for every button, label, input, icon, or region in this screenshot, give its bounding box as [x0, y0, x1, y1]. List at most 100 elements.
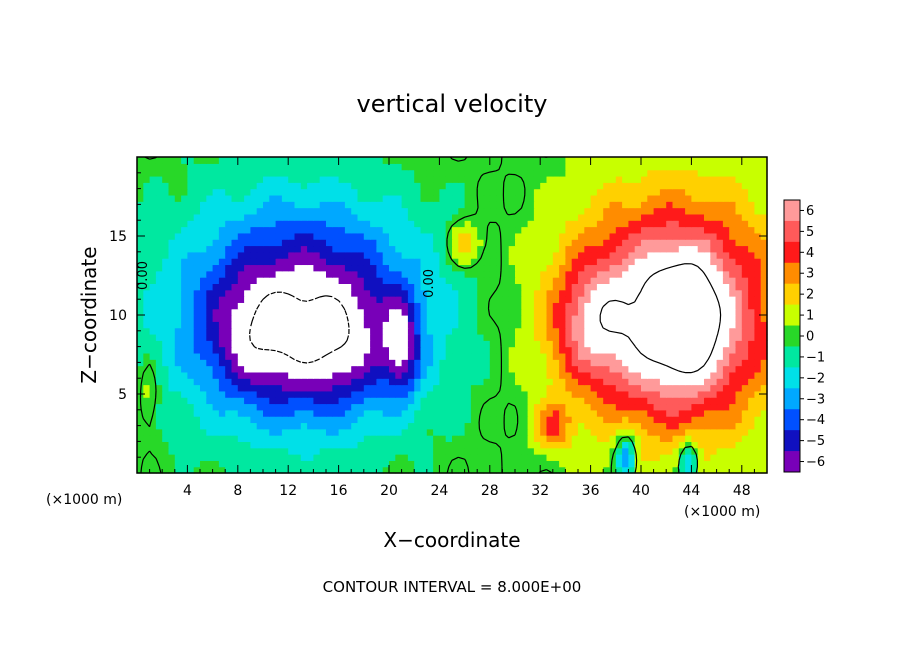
field-cell — [363, 270, 371, 278]
field-cell — [470, 220, 478, 228]
field-cell — [313, 302, 321, 310]
field-cell — [433, 409, 440, 417]
field-cell — [420, 169, 428, 177]
field-cell — [527, 371, 535, 379]
field-cell — [735, 409, 743, 417]
field-cell — [294, 416, 302, 424]
field-cell — [754, 378, 762, 386]
field-cell — [319, 397, 327, 405]
field-cell — [244, 270, 251, 278]
field-cell — [244, 296, 251, 303]
field-cell — [678, 403, 686, 411]
field-cell — [704, 232, 711, 240]
field-cell — [659, 378, 667, 386]
field-cell — [628, 201, 636, 209]
field-cell — [477, 346, 485, 354]
field-cell — [722, 226, 730, 234]
field-cell — [250, 213, 258, 221]
field-cell — [244, 365, 251, 373]
field-cell — [559, 213, 566, 221]
field-cell — [237, 283, 245, 291]
field-cell — [351, 277, 359, 284]
field-cell — [628, 390, 636, 398]
field-cell — [678, 340, 686, 348]
field-cell — [458, 352, 466, 360]
field-cell — [578, 441, 585, 449]
field-cell — [653, 397, 661, 405]
field-cell — [760, 327, 768, 335]
field-cell — [710, 283, 718, 291]
field-cell — [622, 327, 629, 335]
field-cell — [263, 359, 270, 367]
field-cell — [578, 296, 585, 303]
field-cell — [237, 169, 245, 177]
field-cell — [710, 441, 718, 449]
field-cell — [382, 321, 390, 329]
field-cell — [691, 371, 699, 379]
field-cell — [615, 378, 623, 386]
field-cell — [357, 201, 365, 209]
field-cell — [615, 169, 623, 177]
field-cell — [458, 251, 466, 259]
field-cell — [389, 390, 396, 398]
field-cell — [256, 245, 264, 253]
field-cell — [748, 277, 755, 284]
field-cell — [445, 409, 453, 417]
field-cell — [622, 175, 629, 183]
field-cell — [628, 365, 636, 373]
field-cell — [174, 365, 182, 373]
field-cell — [464, 283, 472, 291]
field-cell — [458, 441, 466, 449]
field-cell — [250, 239, 258, 247]
field-cell — [395, 359, 403, 367]
field-cell — [540, 333, 548, 341]
field-cell — [193, 416, 201, 424]
field-cell — [685, 454, 692, 461]
field-cell — [464, 182, 472, 190]
field-cell — [641, 302, 648, 310]
field-cell — [181, 435, 188, 442]
field-cell — [546, 378, 554, 386]
field-cell — [344, 352, 352, 360]
field-cell — [710, 308, 718, 316]
field-cell — [489, 378, 497, 386]
field-cell — [584, 409, 592, 417]
field-cell — [143, 188, 151, 196]
field-cell — [546, 188, 554, 196]
field-cell — [496, 157, 503, 164]
field-cell — [559, 371, 566, 379]
field-cell — [181, 466, 188, 474]
field-cell — [168, 390, 176, 398]
field-cell — [729, 384, 737, 392]
field-cell — [269, 397, 277, 405]
field-cell — [521, 346, 529, 354]
field-cell — [546, 403, 554, 411]
field-cell — [584, 460, 592, 468]
field-cell — [200, 182, 207, 190]
field-cell — [137, 409, 144, 417]
field-cell — [571, 352, 579, 360]
field-cell — [187, 207, 195, 215]
field-cell — [496, 182, 503, 190]
field-cell — [704, 258, 711, 266]
field-cell — [414, 359, 422, 367]
field-cell — [174, 321, 182, 329]
field-cell — [521, 340, 529, 348]
field-cell — [609, 315, 617, 322]
field-cell — [502, 283, 510, 291]
field-cell — [395, 308, 403, 316]
field-cell — [212, 359, 220, 367]
field-cell — [628, 378, 636, 386]
field-cell — [590, 232, 598, 240]
field-cell — [300, 302, 308, 310]
field-cell — [741, 188, 749, 196]
field-cell — [275, 188, 283, 196]
field-cell — [691, 226, 699, 234]
field-cell — [653, 175, 661, 183]
field-cell — [666, 226, 674, 234]
field-cell — [508, 296, 516, 303]
field-cell — [351, 163, 359, 171]
field-cell — [458, 371, 466, 379]
field-cell — [634, 220, 642, 228]
field-cell — [445, 378, 453, 386]
